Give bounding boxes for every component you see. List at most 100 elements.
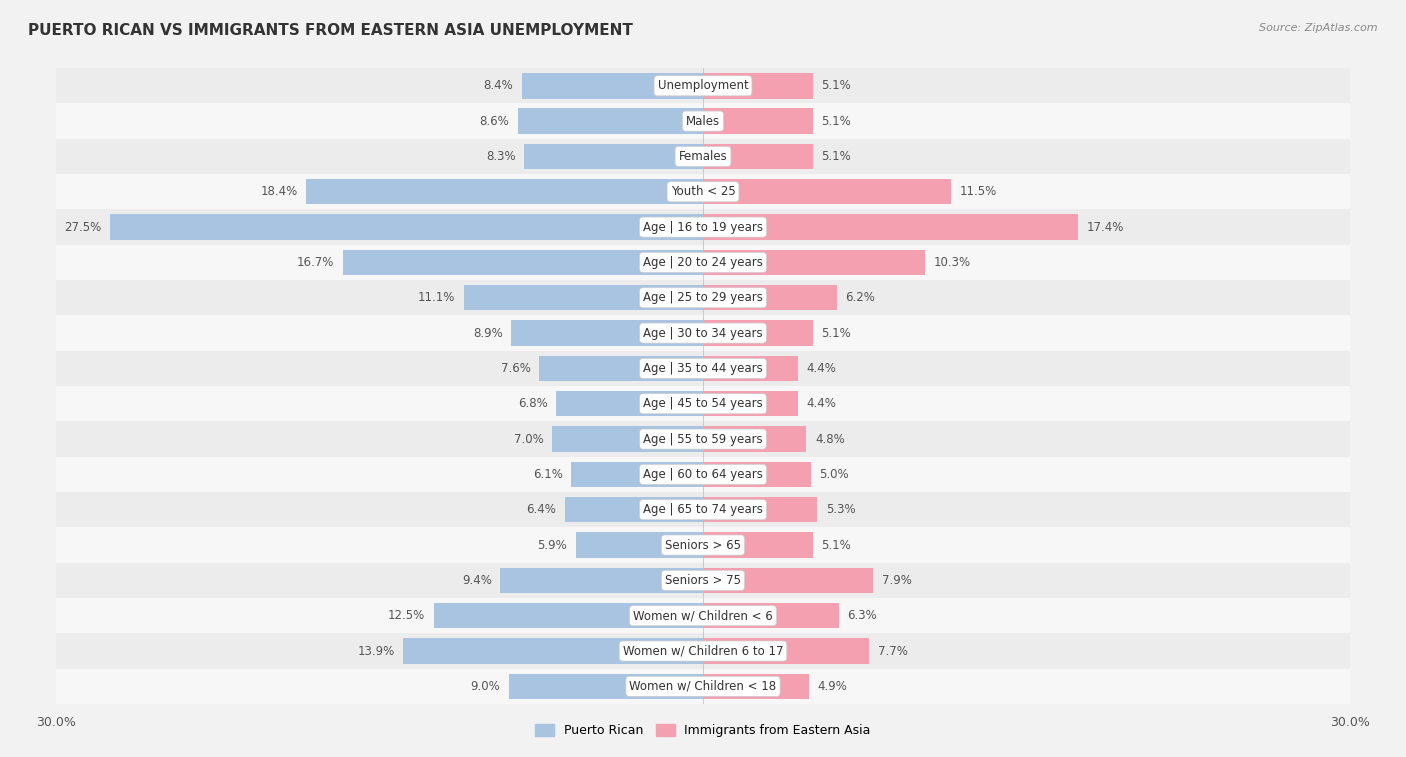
- Bar: [512, 320, 703, 346]
- Text: 5.1%: 5.1%: [821, 538, 851, 552]
- Bar: [522, 73, 703, 98]
- Bar: [56, 139, 1350, 174]
- Text: 4.4%: 4.4%: [807, 397, 837, 410]
- Bar: [553, 426, 703, 452]
- Bar: [703, 638, 869, 664]
- Text: 5.3%: 5.3%: [825, 503, 855, 516]
- Bar: [538, 356, 703, 381]
- Bar: [703, 568, 873, 593]
- Bar: [464, 285, 703, 310]
- Text: 9.4%: 9.4%: [461, 574, 492, 587]
- Bar: [703, 426, 807, 452]
- Text: 11.5%: 11.5%: [959, 185, 997, 198]
- Bar: [576, 532, 703, 558]
- Bar: [501, 568, 703, 593]
- Text: 8.9%: 8.9%: [472, 326, 502, 340]
- Text: Women w/ Children < 6: Women w/ Children < 6: [633, 609, 773, 622]
- Text: 4.8%: 4.8%: [815, 432, 845, 446]
- Text: Age | 60 to 64 years: Age | 60 to 64 years: [643, 468, 763, 481]
- Text: Unemployment: Unemployment: [658, 79, 748, 92]
- Bar: [703, 356, 797, 381]
- Text: Women w/ Children < 18: Women w/ Children < 18: [630, 680, 776, 693]
- Text: 7.9%: 7.9%: [882, 574, 912, 587]
- Text: Age | 45 to 54 years: Age | 45 to 54 years: [643, 397, 763, 410]
- Bar: [557, 391, 703, 416]
- Text: 5.1%: 5.1%: [821, 326, 851, 340]
- Text: Seniors > 65: Seniors > 65: [665, 538, 741, 552]
- Bar: [703, 320, 813, 346]
- Bar: [56, 104, 1350, 139]
- Text: Source: ZipAtlas.com: Source: ZipAtlas.com: [1260, 23, 1378, 33]
- Text: 5.1%: 5.1%: [821, 114, 851, 128]
- Text: 6.1%: 6.1%: [533, 468, 562, 481]
- Bar: [56, 316, 1350, 350]
- Bar: [56, 68, 1350, 104]
- Bar: [703, 73, 813, 98]
- Text: 4.4%: 4.4%: [807, 362, 837, 375]
- Bar: [524, 144, 703, 169]
- Text: Males: Males: [686, 114, 720, 128]
- Text: 16.7%: 16.7%: [297, 256, 335, 269]
- Bar: [56, 245, 1350, 280]
- Text: Age | 25 to 29 years: Age | 25 to 29 years: [643, 291, 763, 304]
- Text: Age | 20 to 24 years: Age | 20 to 24 years: [643, 256, 763, 269]
- Bar: [565, 497, 703, 522]
- Bar: [509, 674, 703, 699]
- Bar: [307, 179, 703, 204]
- Bar: [703, 391, 797, 416]
- Bar: [56, 528, 1350, 562]
- Bar: [703, 532, 813, 558]
- Bar: [56, 598, 1350, 634]
- Bar: [110, 214, 703, 240]
- Bar: [703, 179, 950, 204]
- Bar: [56, 350, 1350, 386]
- Text: Women w/ Children 6 to 17: Women w/ Children 6 to 17: [623, 644, 783, 658]
- Text: PUERTO RICAN VS IMMIGRANTS FROM EASTERN ASIA UNEMPLOYMENT: PUERTO RICAN VS IMMIGRANTS FROM EASTERN …: [28, 23, 633, 38]
- Bar: [571, 462, 703, 487]
- Bar: [703, 250, 925, 275]
- Text: Age | 16 to 19 years: Age | 16 to 19 years: [643, 220, 763, 234]
- Text: 8.6%: 8.6%: [479, 114, 509, 128]
- Text: 6.3%: 6.3%: [848, 609, 877, 622]
- Bar: [56, 174, 1350, 210]
- Text: 11.1%: 11.1%: [418, 291, 456, 304]
- Bar: [56, 210, 1350, 245]
- Text: Age | 55 to 59 years: Age | 55 to 59 years: [643, 432, 763, 446]
- Text: 13.9%: 13.9%: [357, 644, 395, 658]
- Text: 18.4%: 18.4%: [260, 185, 298, 198]
- Text: 7.7%: 7.7%: [877, 644, 907, 658]
- Bar: [56, 386, 1350, 422]
- Text: Seniors > 75: Seniors > 75: [665, 574, 741, 587]
- Text: Youth < 25: Youth < 25: [671, 185, 735, 198]
- Text: 7.0%: 7.0%: [513, 432, 544, 446]
- Text: Age | 30 to 34 years: Age | 30 to 34 years: [643, 326, 763, 340]
- Text: 6.4%: 6.4%: [526, 503, 557, 516]
- Bar: [703, 462, 811, 487]
- Text: Females: Females: [679, 150, 727, 163]
- Text: 17.4%: 17.4%: [1087, 220, 1125, 234]
- Legend: Puerto Rican, Immigrants from Eastern Asia: Puerto Rican, Immigrants from Eastern As…: [530, 719, 876, 743]
- Text: 10.3%: 10.3%: [934, 256, 970, 269]
- Text: 5.1%: 5.1%: [821, 79, 851, 92]
- Text: 12.5%: 12.5%: [388, 609, 425, 622]
- Text: 6.8%: 6.8%: [517, 397, 548, 410]
- Text: 8.4%: 8.4%: [484, 79, 513, 92]
- Bar: [404, 638, 703, 664]
- Bar: [433, 603, 703, 628]
- Text: 27.5%: 27.5%: [65, 220, 101, 234]
- Text: 6.2%: 6.2%: [845, 291, 875, 304]
- Bar: [703, 674, 808, 699]
- Bar: [343, 250, 703, 275]
- Text: 7.6%: 7.6%: [501, 362, 530, 375]
- Bar: [703, 144, 813, 169]
- Text: 8.3%: 8.3%: [486, 150, 516, 163]
- Bar: [703, 285, 837, 310]
- Bar: [703, 214, 1078, 240]
- Bar: [56, 422, 1350, 456]
- Bar: [703, 108, 813, 134]
- Bar: [56, 456, 1350, 492]
- Text: 4.9%: 4.9%: [817, 680, 848, 693]
- Bar: [56, 634, 1350, 668]
- Bar: [703, 603, 839, 628]
- Text: 5.9%: 5.9%: [537, 538, 567, 552]
